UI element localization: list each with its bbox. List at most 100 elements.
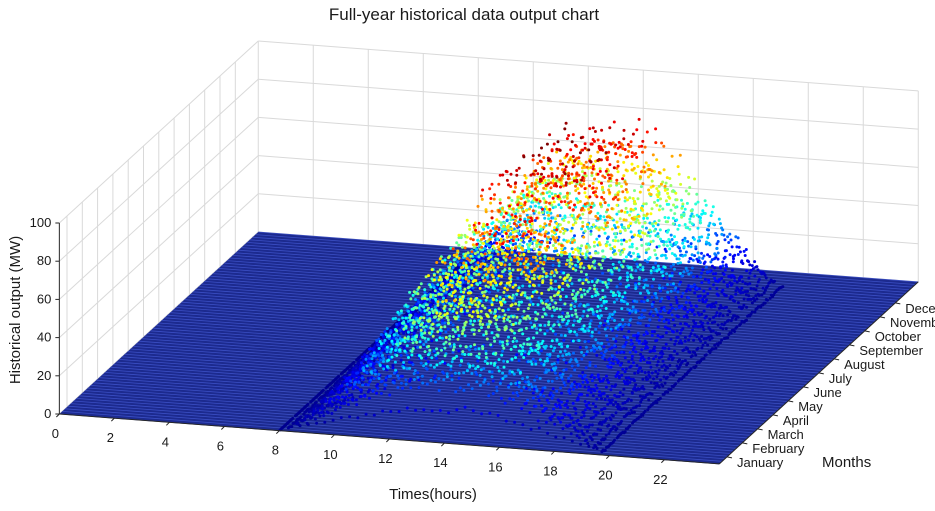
scatter-point	[450, 294, 453, 297]
scatter-point	[505, 244, 508, 247]
scatter-point	[753, 275, 756, 278]
scatter-point	[622, 174, 625, 177]
scatter-point	[658, 208, 661, 211]
scatter-point	[678, 224, 681, 227]
scatter-point	[540, 342, 543, 345]
scatter-point	[617, 198, 620, 201]
scatter-point	[664, 189, 667, 192]
scatter-point	[499, 202, 502, 205]
scatter-point	[514, 254, 517, 257]
scatter-point	[435, 357, 438, 360]
scatter-point	[521, 235, 524, 238]
scatter-point	[581, 371, 584, 374]
scatter-point	[517, 308, 520, 311]
scatter-point	[628, 309, 631, 312]
scatter-point	[552, 179, 555, 182]
scatter-point	[439, 276, 442, 279]
scatter-point	[472, 323, 475, 326]
scatter-point	[620, 239, 623, 242]
scatter-point	[610, 328, 613, 331]
scatter-point	[561, 318, 564, 321]
scatter-point	[583, 172, 586, 175]
scatter-point	[547, 214, 550, 217]
scatter-point	[652, 314, 655, 317]
scatter-point	[592, 394, 595, 397]
scatter-point	[623, 226, 626, 229]
scatter-point	[607, 269, 610, 272]
scatter-point	[698, 256, 701, 259]
scatter-point	[584, 340, 587, 343]
scatter-point	[629, 222, 632, 225]
scatter-point	[674, 192, 677, 195]
scatter-point	[551, 192, 554, 195]
scatter-point	[638, 316, 641, 319]
scatter-point	[500, 213, 503, 216]
scatter-point	[574, 313, 577, 316]
scatter-point	[563, 358, 566, 361]
scatter-point	[615, 285, 618, 288]
scatter-point	[458, 234, 461, 237]
scatter-point	[554, 302, 557, 305]
scatter-point	[645, 330, 648, 333]
scatter-point	[435, 261, 438, 264]
scatter-point	[522, 155, 525, 158]
scatter-point	[462, 262, 465, 265]
scatter-point	[516, 196, 519, 199]
scatter-point	[726, 283, 729, 286]
scatter-point	[564, 350, 567, 353]
scatter-point	[664, 216, 667, 219]
scatter-point	[505, 170, 508, 173]
scatter-point	[557, 203, 560, 206]
scatter-point	[517, 262, 520, 265]
scatter-point	[548, 195, 551, 198]
scatter-point	[665, 240, 668, 243]
scatter-point	[599, 394, 602, 397]
scatter-point	[630, 409, 633, 412]
scatter-point	[661, 274, 664, 277]
scatter-point	[546, 245, 549, 248]
scatter-point	[627, 360, 630, 363]
scatter-point	[558, 343, 561, 346]
scatter-point	[591, 171, 594, 174]
scatter-point	[512, 269, 515, 272]
scatter-point	[616, 405, 619, 408]
scatter-point	[441, 300, 444, 303]
scatter-point	[492, 279, 495, 282]
scatter-point	[559, 178, 562, 181]
scatter-point	[588, 195, 591, 198]
scatter-point	[489, 197, 492, 200]
scatter-point	[504, 314, 507, 317]
scatter-point	[568, 253, 571, 256]
scatter-point	[704, 316, 707, 319]
scatter-point	[599, 309, 602, 312]
scatter-point	[621, 251, 624, 254]
scatter-point	[533, 268, 536, 271]
scatter-point	[543, 345, 546, 348]
scatter-point	[687, 339, 690, 342]
scatter-point	[583, 375, 586, 378]
scatter-point	[642, 286, 645, 289]
scatter-point	[515, 169, 518, 172]
scatter-point	[672, 318, 675, 321]
scatter-point	[712, 223, 715, 226]
scatter-point	[716, 242, 719, 245]
scatter-point	[641, 266, 644, 269]
scatter-point	[499, 296, 502, 299]
scatter-point	[444, 294, 447, 297]
scatter-point	[549, 353, 552, 356]
scatter-point	[535, 178, 538, 181]
scatter-point	[653, 229, 656, 232]
scatter-point	[545, 272, 548, 275]
scatter-point	[599, 170, 602, 173]
scatter-point	[664, 369, 667, 372]
scatter-point	[540, 241, 543, 244]
scatter-point	[669, 184, 672, 187]
scatter-point	[507, 336, 510, 339]
scatter-point	[488, 238, 491, 241]
scatter-point	[649, 256, 652, 259]
scatter-point	[552, 217, 555, 220]
scatter-point	[554, 194, 557, 197]
scatter-point	[524, 220, 527, 223]
scatter-point	[578, 279, 581, 282]
scatter-point	[694, 325, 697, 328]
